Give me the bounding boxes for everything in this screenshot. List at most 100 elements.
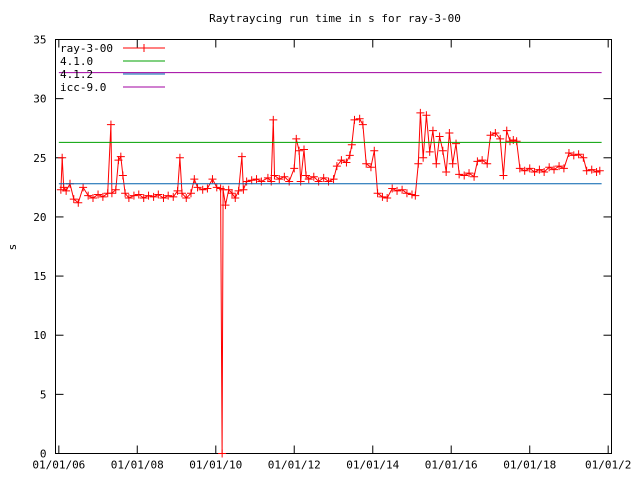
data-point-marker <box>173 186 182 195</box>
data-point-marker <box>398 185 407 194</box>
legend-marker <box>140 44 148 52</box>
legend-label: 4.1.2 <box>60 68 93 81</box>
y-tick-label: 30 <box>33 93 46 106</box>
x-tick-label: 01/01/10 <box>189 459 242 472</box>
x-tick-label: 01/01/14 <box>346 459 399 472</box>
data-point-marker <box>247 176 256 185</box>
data-point-marker <box>422 111 431 120</box>
data-point-marker <box>237 152 246 161</box>
y-tick-label: 35 <box>33 34 46 47</box>
data-point-marker <box>295 146 304 155</box>
data-point-marker <box>473 157 482 166</box>
data-point-marker <box>234 186 243 195</box>
data-point-marker <box>402 189 411 198</box>
data-point-marker <box>512 137 521 146</box>
data-point-marker <box>545 163 554 172</box>
data-point-marker <box>290 164 299 173</box>
data-point-marker <box>448 159 457 168</box>
x-tick-label: 01/01/06 <box>32 459 85 472</box>
data-point-marker <box>435 132 444 141</box>
series-group <box>56 72 604 458</box>
data-point-marker <box>121 189 130 198</box>
data-point-marker <box>116 152 125 161</box>
legend-label: icc-9.0 <box>60 81 106 94</box>
data-point-marker <box>98 192 107 201</box>
data-point-marker <box>582 166 591 175</box>
data-point-marker <box>239 185 248 194</box>
data-point-marker <box>88 194 97 203</box>
data-point-marker <box>190 175 199 184</box>
data-point-marker <box>134 190 143 199</box>
data-point-marker <box>94 190 103 199</box>
data-point-marker <box>337 156 346 165</box>
data-point-marker <box>555 162 564 171</box>
data-point-marker <box>203 184 212 193</box>
data-point-marker <box>139 194 148 203</box>
data-point-marker <box>370 146 379 155</box>
data-point-marker <box>263 173 272 182</box>
data-point-marker <box>177 189 186 198</box>
x-tick-label: 01/01/08 <box>111 459 164 472</box>
x-tick-label: 01/01/16 <box>425 459 478 472</box>
data-point-marker <box>350 115 359 124</box>
data-point-marker <box>149 192 158 201</box>
data-point-marker <box>186 189 195 198</box>
data-point-marker <box>373 189 382 198</box>
data-point-marker <box>198 185 207 194</box>
data-point-marker <box>144 191 153 200</box>
data-point-marker <box>496 134 505 143</box>
x-tick-label: 01/01/18 <box>503 459 556 472</box>
data-point-marker <box>452 139 461 148</box>
data-point-marker <box>465 169 474 178</box>
data-point-marker <box>530 167 539 176</box>
data-point-marker <box>292 134 301 143</box>
data-point-marker <box>442 167 451 176</box>
data-point-marker <box>525 164 534 173</box>
data-point-marker <box>358 120 367 129</box>
data-point-marker <box>212 183 221 192</box>
data-point-marker <box>164 191 173 200</box>
y-tick-label: 20 <box>33 211 46 224</box>
data-point-marker <box>425 147 434 156</box>
y-tick-label: 0 <box>40 448 47 461</box>
data-point-marker <box>540 167 549 176</box>
data-point-marker <box>366 163 375 172</box>
data-point-marker <box>208 175 217 184</box>
data-point-marker <box>414 159 423 168</box>
data-point-marker <box>520 166 529 175</box>
data-point-marker <box>407 190 416 199</box>
data-point-marker <box>118 171 127 180</box>
data-point-marker <box>569 151 578 160</box>
data-point-marker <box>342 158 351 167</box>
data-point-marker <box>169 192 178 201</box>
data-point-marker <box>432 159 441 168</box>
data-point-marker <box>129 191 138 200</box>
y-axis: 0 5 10 15 20 25 30 35 <box>33 34 612 461</box>
data-point-marker <box>460 171 469 180</box>
data-point-marker <box>329 175 338 184</box>
data-point-marker <box>193 183 202 192</box>
data-point-marker <box>154 190 163 199</box>
y-tick-label: 25 <box>33 152 46 165</box>
data-point-marker <box>74 198 83 207</box>
data-point-marker <box>486 131 495 140</box>
data-point-marker <box>499 171 508 180</box>
data-point-marker <box>579 153 588 162</box>
data-point-marker <box>491 128 500 137</box>
data-point-marker <box>470 172 479 181</box>
data-point-marker <box>388 184 397 193</box>
plot-frame <box>55 39 612 454</box>
x-tick-label: 01/01/2 <box>585 459 631 472</box>
data-point-marker <box>419 153 428 162</box>
data-point-marker <box>218 449 227 458</box>
data-point-marker <box>269 115 278 124</box>
data-point-marker <box>69 195 78 204</box>
data-point-marker <box>107 189 116 198</box>
data-point-marker <box>559 164 568 173</box>
data-point-marker <box>535 165 544 174</box>
data-point-marker <box>416 108 425 117</box>
chart-title: Raytraycing run time in s for ray-3-00 <box>209 12 461 25</box>
data-point-marker <box>564 149 573 158</box>
data-point-marker <box>280 172 289 181</box>
